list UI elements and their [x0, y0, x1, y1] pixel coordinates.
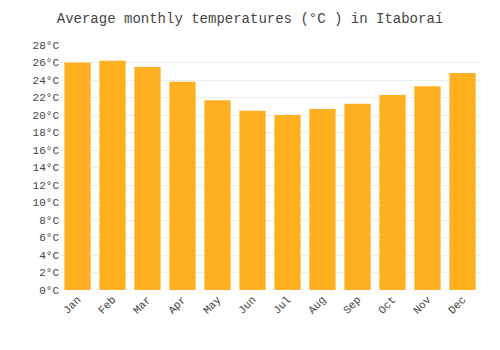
svg-text:8°C: 8°C: [39, 215, 59, 227]
svg-text:Aug: Aug: [306, 294, 328, 316]
svg-text:Jul: Jul: [271, 294, 293, 316]
svg-text:Jan: Jan: [61, 294, 83, 316]
svg-text:10°C: 10°C: [33, 197, 60, 209]
svg-text:28°C: 28°C: [33, 40, 60, 52]
svg-text:May: May: [201, 294, 224, 317]
svg-text:12°C: 12°C: [33, 180, 60, 192]
svg-text:14°C: 14°C: [33, 162, 60, 174]
svg-text:26°C: 26°C: [33, 57, 60, 69]
svg-text:4°C: 4°C: [39, 250, 59, 262]
svg-text:Oct: Oct: [376, 294, 398, 316]
svg-text:Nov: Nov: [411, 294, 434, 317]
svg-text:Average monthly temperatures (: Average monthly temperatures (°C ) in It…: [57, 11, 443, 27]
svg-text:Feb: Feb: [96, 294, 118, 316]
svg-text:18°C: 18°C: [33, 127, 60, 139]
svg-text:6°C: 6°C: [39, 232, 59, 244]
svg-text:24°C: 24°C: [33, 75, 60, 87]
svg-text:Jun: Jun: [236, 294, 258, 316]
svg-text:0°C: 0°C: [39, 285, 59, 297]
svg-text:Dec: Dec: [446, 294, 468, 316]
svg-text:16°C: 16°C: [33, 145, 60, 157]
svg-text:20°C: 20°C: [33, 110, 60, 122]
svg-text:2°C: 2°C: [39, 267, 59, 279]
svg-text:Mar: Mar: [131, 294, 153, 316]
svg-text:Sep: Sep: [341, 294, 363, 316]
svg-text:22°C: 22°C: [33, 92, 60, 104]
svg-text:Apr: Apr: [166, 294, 188, 316]
